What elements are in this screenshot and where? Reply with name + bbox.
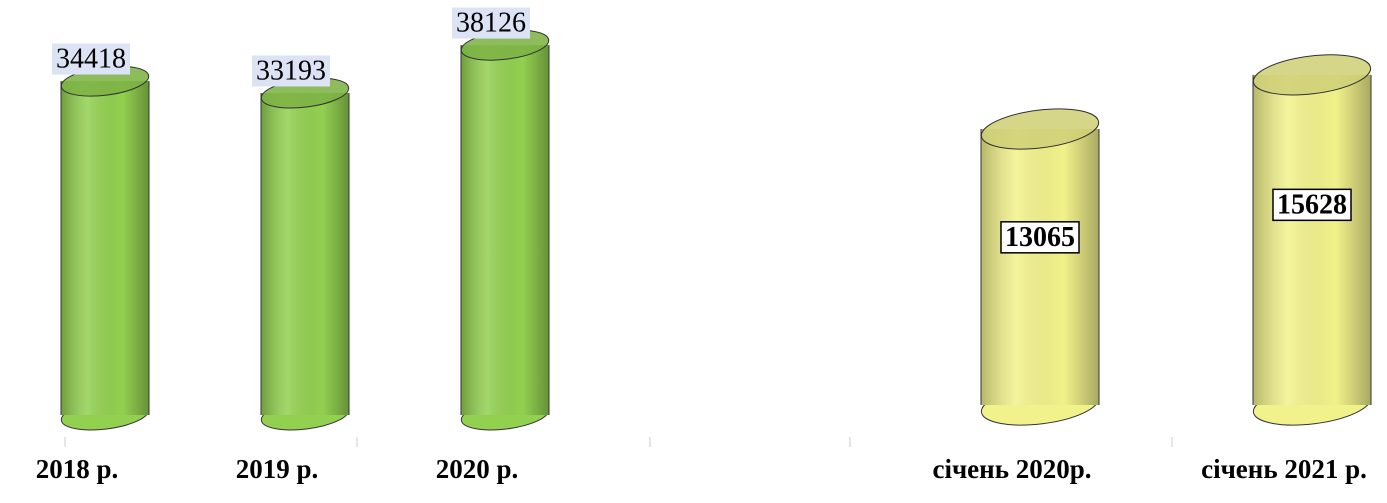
value-label: 38126 bbox=[456, 8, 526, 39]
value-label: 33193 bbox=[256, 55, 326, 86]
cylinder-top bbox=[1252, 54, 1372, 96]
value-label-box bbox=[52, 43, 130, 75]
cylinder-shade bbox=[981, 129, 1099, 405]
cylinder-shade bbox=[461, 45, 549, 416]
x-tick-label: січень 2020р. bbox=[932, 454, 1091, 484]
cylinder-top bbox=[980, 108, 1100, 150]
cylinder-top-shade bbox=[981, 108, 1099, 150]
x-tick-label: 2020 р. bbox=[436, 454, 519, 484]
cylinder-shade bbox=[61, 81, 149, 416]
value-label-box bbox=[252, 55, 330, 87]
value-label: 15628 bbox=[1277, 189, 1347, 220]
x-tick-label: 2018 р. bbox=[36, 454, 119, 484]
value-label-box bbox=[452, 7, 530, 39]
cylinder-shade bbox=[1253, 74, 1371, 406]
value-label: 13065 bbox=[1005, 222, 1075, 253]
x-tick-label: 2019 р. bbox=[236, 454, 319, 484]
cylinder-top-shade bbox=[1253, 54, 1371, 95]
value-label: 34418 bbox=[56, 44, 126, 75]
cylinder-shade bbox=[261, 93, 349, 416]
x-tick-label: січень 2021 р. bbox=[1201, 454, 1367, 484]
value-label-box bbox=[1272, 188, 1352, 222]
value-label-box bbox=[1000, 221, 1080, 254]
